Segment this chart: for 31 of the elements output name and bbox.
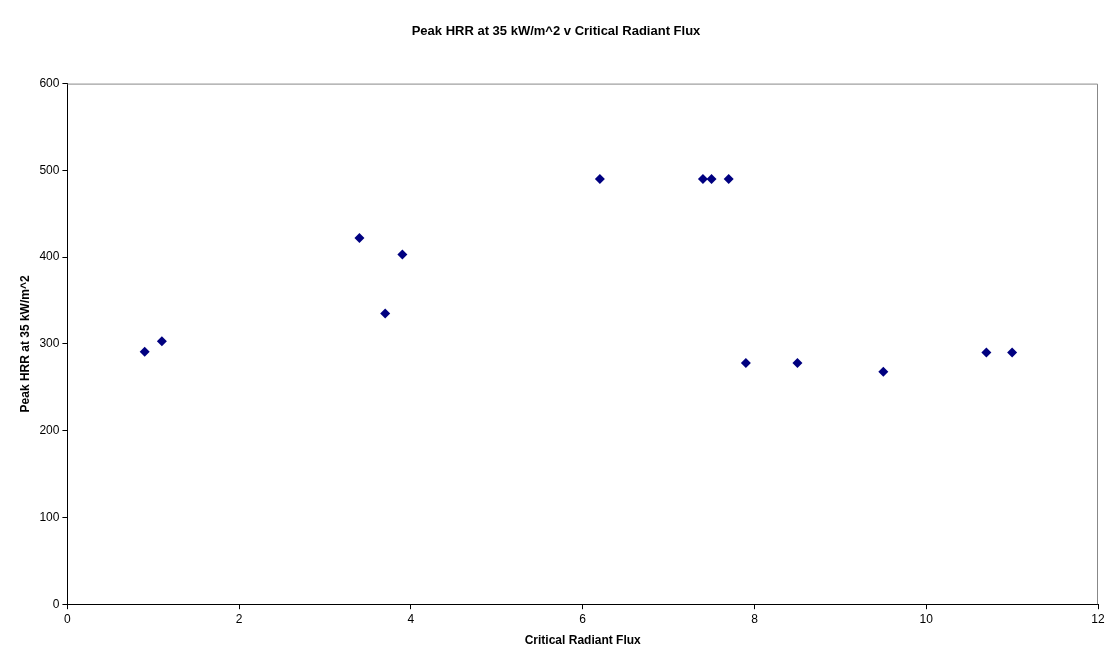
y-tick-label: 100 <box>39 509 60 524</box>
point <box>354 233 365 244</box>
point <box>139 346 150 357</box>
x-tick-label: 6 <box>579 611 587 626</box>
y-tick-label: 500 <box>39 162 60 177</box>
point <box>697 174 708 185</box>
point <box>594 174 605 185</box>
x-axis-title: Critical Radiant Flux <box>524 633 642 648</box>
point <box>1007 347 1018 358</box>
x-tick-label: 8 <box>751 611 759 626</box>
point <box>156 336 167 347</box>
x-tick-label: 4 <box>407 611 415 626</box>
y-tick-label: 200 <box>39 422 60 437</box>
point <box>878 366 889 377</box>
point <box>397 249 408 260</box>
y-tick-label: 0 <box>52 596 60 611</box>
x-tick-label: 12 <box>1091 611 1105 626</box>
point <box>380 308 391 319</box>
x-tick-label: 0 <box>64 611 72 626</box>
x-tick-label: 10 <box>919 611 934 626</box>
point <box>792 357 803 368</box>
point <box>723 174 734 185</box>
y-tick-label: 300 <box>39 336 60 351</box>
x-tick-label: 2 <box>235 611 243 626</box>
y-axis-title: Peak HRR at 35 kW/m^2 <box>17 275 32 413</box>
point <box>981 347 992 358</box>
point <box>706 174 717 185</box>
y-tick-label: 600 <box>39 75 60 90</box>
chart-title: Peak HRR at 35 kW/m^2 v Critical Radiant Flux <box>411 23 702 39</box>
y-tick-label: 400 <box>39 249 60 264</box>
point <box>740 357 751 368</box>
